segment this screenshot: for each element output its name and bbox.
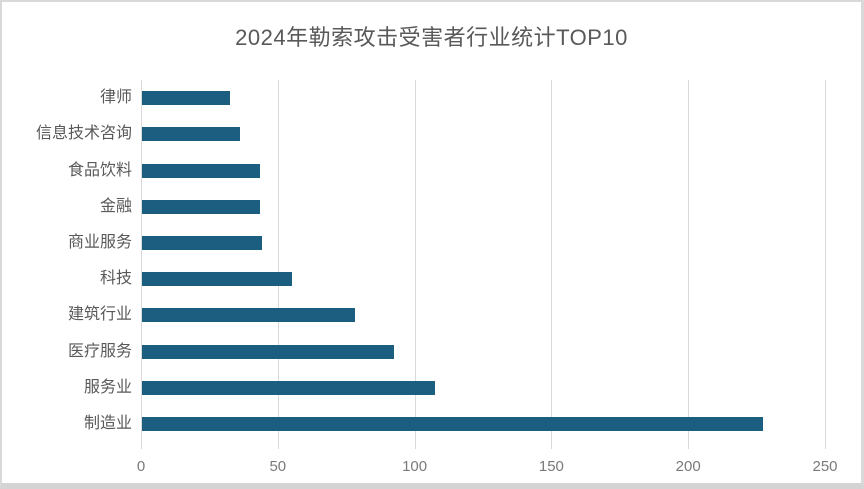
category-label: 律师: [99, 89, 132, 107]
bar-10: [142, 416, 764, 431]
x-tick-label: 250: [812, 458, 838, 475]
category-label: 制造业: [83, 414, 132, 432]
gridline-x-250: [825, 80, 826, 449]
category-label: 科技: [99, 270, 132, 288]
x-tick-label: 50: [269, 458, 287, 475]
category-label: 金融: [99, 197, 132, 215]
gridline-x-0: [141, 80, 142, 449]
bar-1: [142, 91, 230, 106]
bar-6: [142, 272, 293, 287]
category-label: 商业服务: [67, 233, 132, 251]
gridline-x-150: [551, 80, 553, 449]
x-tick-label: 100: [402, 458, 428, 475]
chart-title: 2024年勒索攻击受害者行业统计TOP10: [235, 25, 628, 50]
category-label: 服务业: [83, 378, 132, 396]
gridline-x-100: [414, 80, 416, 449]
bar-9: [142, 380, 435, 395]
gridline-x-50: [277, 80, 279, 449]
bar-8: [142, 344, 394, 359]
bar-2: [142, 127, 241, 142]
bar-5: [142, 235, 263, 250]
category-label: 信息技术咨询: [35, 125, 132, 143]
bar-3: [142, 163, 260, 178]
category-label: 建筑行业: [67, 306, 132, 324]
x-tick-label: 200: [675, 458, 701, 475]
category-label: 医疗服务: [67, 342, 132, 360]
category-label: 食品饮料: [67, 161, 132, 179]
x-tick-label: 150: [538, 458, 564, 475]
plot-area: 0 50 100 150 200 250 律师信息技术咨询食品饮料金融商业服务科技建筑行业医…: [2, 2, 861, 483]
gridline-x-200: [688, 80, 690, 449]
bar-7: [142, 308, 356, 323]
bar-4: [142, 199, 260, 214]
x-tick-label: 0: [136, 458, 146, 475]
